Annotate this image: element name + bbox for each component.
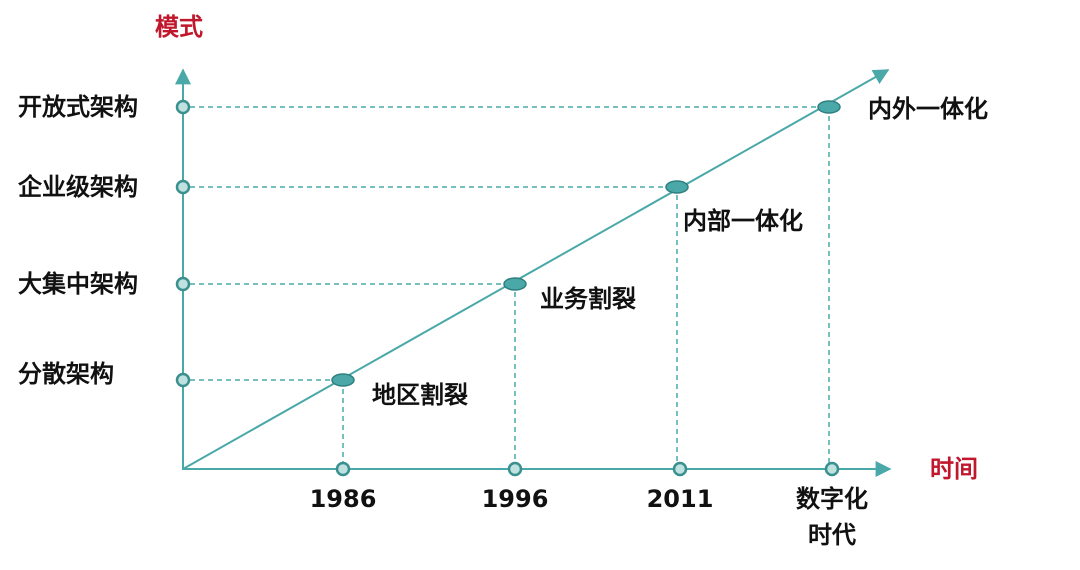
node xyxy=(817,100,841,114)
ring xyxy=(175,179,191,195)
axis-rings xyxy=(175,99,840,477)
node xyxy=(331,373,355,387)
trend-line xyxy=(182,69,890,470)
ring xyxy=(175,372,191,388)
guide xyxy=(190,379,344,469)
node xyxy=(665,180,689,194)
ring xyxy=(175,276,191,292)
level-label: 企业级架构 xyxy=(18,173,138,201)
y-axis-title: 模式 xyxy=(155,13,203,41)
x-axis-title: 时间 xyxy=(930,455,978,483)
x-tick-label: 1986 xyxy=(310,485,377,513)
nodes xyxy=(331,100,841,387)
stage-label: 业务割裂 xyxy=(540,285,636,313)
ring xyxy=(175,99,191,115)
stage-label: 内外一体化 xyxy=(868,95,988,123)
node xyxy=(503,277,527,291)
ring xyxy=(824,461,840,477)
stage-label: 地区割裂 xyxy=(372,381,468,409)
stage-label: 内部一体化 xyxy=(683,207,803,235)
ring xyxy=(672,461,688,477)
x-tick-label: 2011 xyxy=(647,485,714,513)
x-tick-label: 数字化 xyxy=(796,485,868,513)
ring xyxy=(507,461,523,477)
x-tick-label: 1996 xyxy=(482,485,549,513)
ring xyxy=(335,461,351,477)
x-tick-label: 时代 xyxy=(808,521,856,549)
level-label: 大集中架构 xyxy=(18,270,138,298)
level-label: 开放式架构 xyxy=(18,93,138,121)
level-label: 分散架构 xyxy=(18,360,114,388)
